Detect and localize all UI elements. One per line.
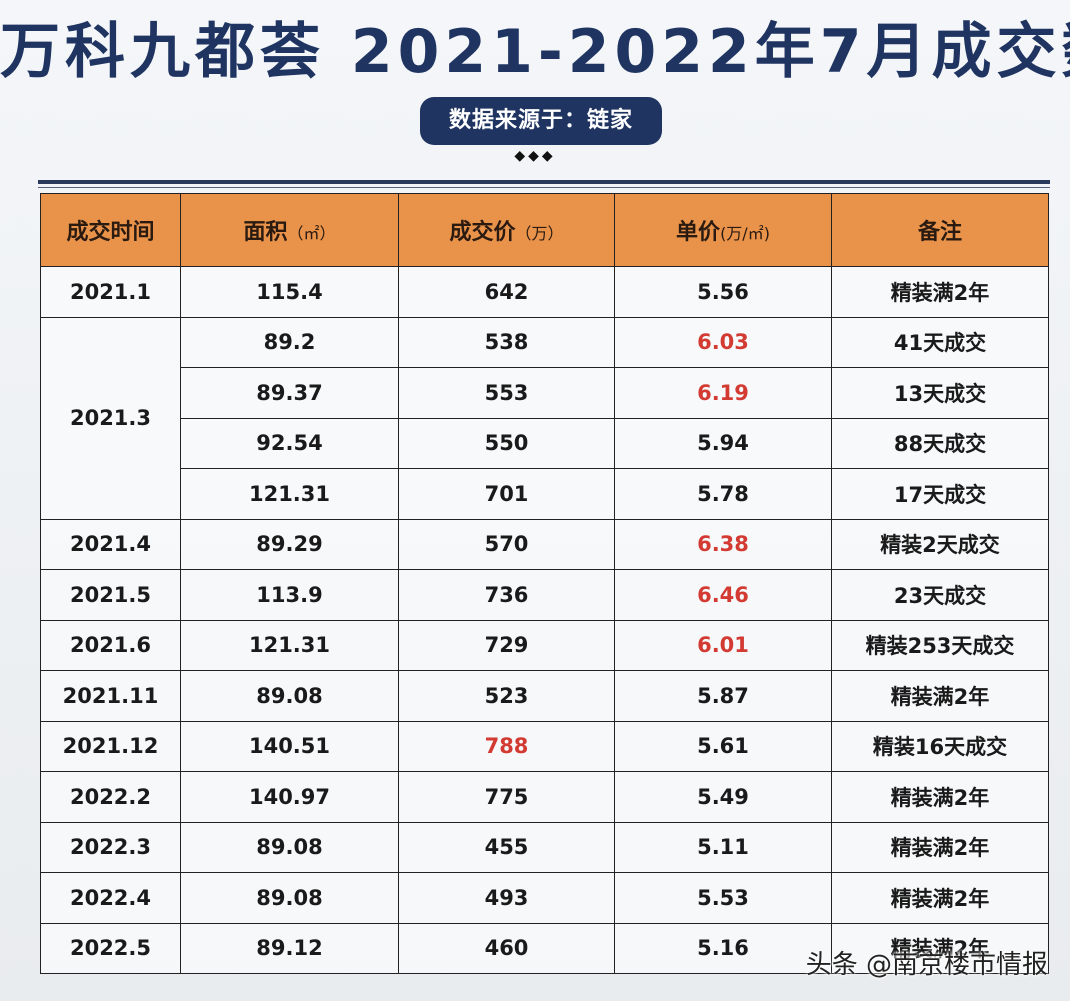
cell-date: 2021.5 bbox=[40, 569, 181, 621]
cell-unit-price: 6.19 bbox=[614, 367, 832, 419]
cell-unit-price: 5.87 bbox=[614, 670, 832, 722]
cell-area: 89.37 bbox=[180, 367, 399, 419]
cell-date: 2021.1 bbox=[40, 266, 181, 318]
table-row: 2021.12 140.51 788 5.61 精装16天成交 bbox=[40, 720, 1049, 772]
cell-date: 2021.11 bbox=[40, 670, 181, 722]
cell-note: 精装满2年 bbox=[831, 922, 1049, 974]
cell-note: 精装2天成交 bbox=[831, 518, 1049, 570]
cell-price: 775 bbox=[398, 771, 615, 823]
source-watermark: 头条 @南京楼市情报 bbox=[805, 950, 1048, 980]
table-row: 2021.11 89.08 523 5.87 精装满2年 bbox=[40, 670, 1049, 722]
cell-area: 89.08 bbox=[180, 872, 399, 924]
cell-price: 493 bbox=[398, 872, 615, 924]
cell-unit-price: 6.46 bbox=[614, 569, 832, 621]
cell-price: 460 bbox=[398, 922, 615, 974]
cell-date: 2022.3 bbox=[40, 821, 181, 873]
cell-unit-price: 6.03 bbox=[614, 316, 832, 368]
table-header-row: 成交时间 面积（㎡） 成交价（万） 单价(万/㎡) 备注 bbox=[40, 193, 1049, 267]
cell-area: 89.08 bbox=[180, 821, 399, 873]
data-source-badge: 数据来源于：链家 bbox=[420, 97, 662, 145]
table-row: 2021.5 113.9 736 6.46 23天成交 bbox=[40, 569, 1049, 621]
cell-date: 2022.2 bbox=[40, 771, 181, 823]
cell-area: 92.54 bbox=[180, 417, 399, 469]
table-row: 2021.4 89.29 570 6.38 精装2天成交 bbox=[40, 518, 1049, 570]
diamond-ornament-icon: ◆◆◆ bbox=[514, 148, 556, 164]
cell-price: 538 bbox=[398, 316, 615, 368]
cell-unit-price: 6.01 bbox=[614, 619, 832, 671]
cell-note: 13天成交 bbox=[831, 367, 1049, 419]
cell-price: 736 bbox=[398, 569, 615, 621]
cell-unit-price: 5.94 bbox=[614, 417, 832, 469]
table-row: 2022.4 89.08 493 5.53 精装满2年 bbox=[40, 872, 1049, 924]
cell-unit-price: 5.16 bbox=[614, 922, 832, 974]
cell-note: 17天成交 bbox=[831, 468, 1049, 520]
table-row: 2022.5 89.12 460 5.16 精装满2年 bbox=[40, 922, 1049, 974]
cell-note: 23天成交 bbox=[831, 569, 1049, 621]
cell-area: 89.08 bbox=[180, 670, 399, 722]
cell-area: 115.4 bbox=[180, 266, 399, 318]
cell-date: 2021.6 bbox=[40, 619, 181, 671]
cell-note: 精装满2年 bbox=[831, 771, 1049, 823]
table-row: 2021.3 89.2 538 6.03 41天成交 bbox=[40, 316, 1049, 520]
cell-note: 精装满2年 bbox=[831, 821, 1049, 873]
cell-area: 89.2 bbox=[180, 316, 399, 368]
cell-unit-price: 6.38 bbox=[614, 518, 832, 570]
cell-area: 89.29 bbox=[180, 518, 399, 570]
cell-date: 2022.4 bbox=[40, 872, 181, 924]
cell-note: 精装满2年 bbox=[831, 670, 1049, 722]
cell-area: 140.51 bbox=[180, 720, 399, 772]
cell-note: 精装253天成交 bbox=[831, 619, 1049, 671]
table-row: 121.31 701 5.78 17天成交 bbox=[41, 468, 1049, 520]
col-header-note: 备注 bbox=[831, 193, 1049, 267]
cell-unit-price: 5.11 bbox=[614, 821, 832, 873]
cell-price: 550 bbox=[398, 417, 615, 469]
cell-note: 精装16天成交 bbox=[831, 720, 1049, 772]
cell-price: 729 bbox=[398, 619, 615, 671]
cell-date: 2021.3 bbox=[40, 316, 181, 520]
cell-area: 121.31 bbox=[180, 619, 399, 671]
divider-thin bbox=[38, 187, 1050, 188]
cell-note: 41天成交 bbox=[831, 316, 1049, 368]
table-body: 2021.1 115.4 642 5.56 精装满2年 2021.3 89.2 538 6.03… bbox=[40, 266, 1049, 974]
cell-area: 89.12 bbox=[180, 922, 399, 974]
table-row: 2021.6 121.31 729 6.01 精装253天成交 bbox=[40, 619, 1049, 671]
col-header-price: 成交价（万） bbox=[398, 193, 615, 267]
cell-unit-price: 5.49 bbox=[614, 771, 832, 823]
col-header-date: 成交时间 bbox=[40, 193, 181, 267]
table-row: 92.54 550 5.94 88天成交 bbox=[41, 417, 1049, 469]
transaction-table: 成交时间 面积（㎡） 成交价（万） 单价(万/㎡) 备注 2021.1 115.4… bbox=[40, 193, 1049, 974]
cell-price: 570 bbox=[398, 518, 615, 570]
cell-unit-price: 5.78 bbox=[614, 468, 832, 520]
cell-price: 701 bbox=[398, 468, 615, 520]
cell-date: 2022.5 bbox=[40, 922, 181, 974]
divider-thick bbox=[38, 180, 1050, 184]
table-row: 2022.2 140.97 775 5.49 精装满2年 bbox=[40, 771, 1049, 823]
cell-area: 121.31 bbox=[180, 468, 399, 520]
table-row: 89.37 553 6.19 13天成交 bbox=[41, 367, 1049, 419]
cell-price: 788 bbox=[398, 720, 615, 772]
cell-note: 精装满2年 bbox=[831, 266, 1049, 318]
cell-price: 642 bbox=[398, 266, 615, 318]
cell-unit-price: 5.53 bbox=[614, 872, 832, 924]
col-header-unit-price: 单价(万/㎡) bbox=[614, 193, 832, 267]
cell-unit-price: 5.61 bbox=[614, 720, 832, 772]
cell-price: 455 bbox=[398, 821, 615, 873]
cell-area: 140.97 bbox=[180, 771, 399, 823]
cell-date: 2021.12 bbox=[40, 720, 181, 772]
cell-note: 88天成交 bbox=[831, 417, 1049, 469]
cell-price: 553 bbox=[398, 367, 615, 419]
col-header-area: 面积（㎡） bbox=[180, 193, 399, 267]
cell-date: 2021.4 bbox=[40, 518, 181, 570]
cell-area: 113.9 bbox=[180, 569, 399, 621]
cell-price: 523 bbox=[398, 670, 615, 722]
table-row: 2022.3 89.08 455 5.11 精装满2年 bbox=[40, 821, 1049, 873]
cell-note: 精装满2年 bbox=[831, 872, 1049, 924]
cell-unit-price: 5.56 bbox=[614, 266, 832, 318]
table-row: 2021.1 115.4 642 5.56 精装满2年 bbox=[40, 266, 1049, 318]
